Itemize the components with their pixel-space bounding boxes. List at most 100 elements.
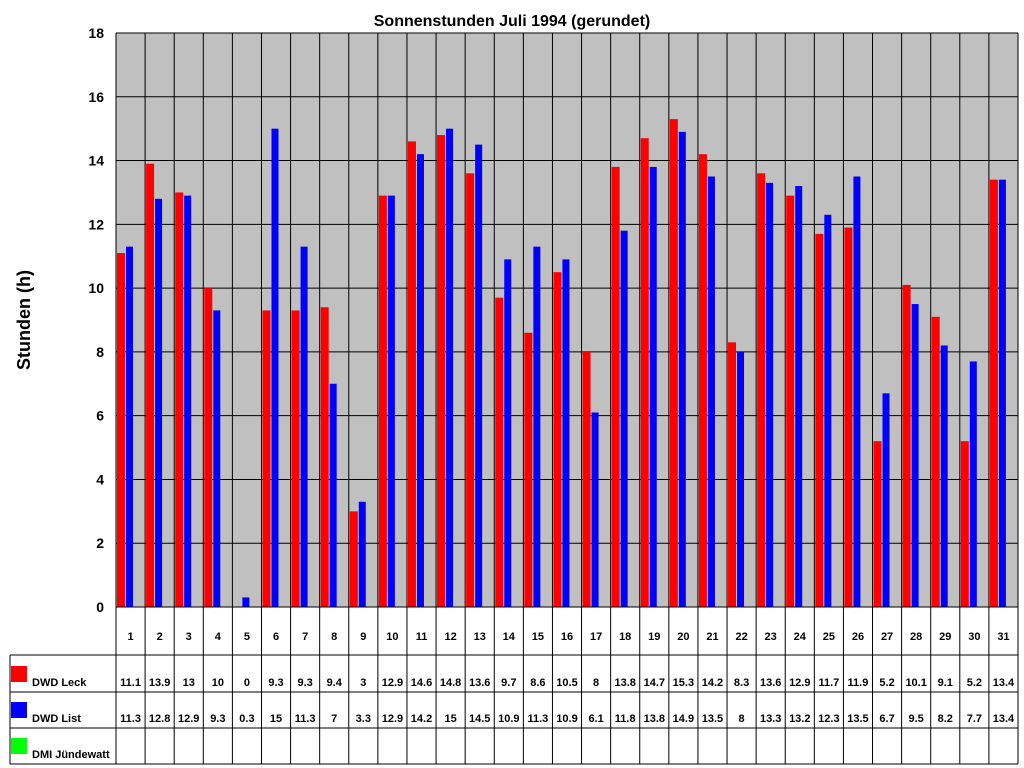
data-label: 8 — [739, 713, 745, 725]
data-label: 13.2 — [789, 713, 810, 725]
x-tick-label: 29 — [939, 631, 951, 643]
bar-dwd-leck — [146, 163, 155, 607]
legend-label: DWD List — [32, 713, 81, 725]
x-tick-label: 4 — [215, 631, 222, 643]
bar-dwd-leck — [437, 135, 446, 608]
bar-dwd-leck — [728, 342, 737, 607]
bar-dwd-leck — [117, 253, 125, 608]
x-tick-label: 21 — [706, 631, 718, 643]
data-label: 8 — [593, 677, 599, 689]
legend-label: DWD Leck — [32, 677, 87, 689]
data-label: 13.8 — [644, 713, 665, 725]
data-label: 13.3 — [760, 713, 781, 725]
data-label: 15 — [444, 713, 456, 725]
bar-dwd-list — [940, 345, 948, 607]
chart-title: Sonnenstunden Juli 1994 (gerundet) — [374, 13, 650, 30]
x-tick-label: 24 — [794, 631, 807, 643]
bar-dwd-list — [911, 304, 919, 607]
bar-dwd-leck — [320, 307, 329, 607]
data-label: 8.6 — [530, 677, 545, 689]
data-label: 14.7 — [644, 677, 665, 689]
data-label: 9.3 — [297, 677, 312, 689]
bar-dwd-leck — [786, 195, 795, 607]
data-label: 7 — [331, 713, 337, 725]
x-tick-label: 16 — [561, 631, 573, 643]
y-tick-label: 18 — [88, 25, 104, 41]
bar-dwd-leck — [960, 441, 969, 607]
bar-dwd-list — [533, 246, 541, 607]
bar-dwd-leck — [931, 316, 940, 607]
data-label: 13.8 — [614, 677, 635, 689]
data-label: 3 — [360, 677, 366, 689]
bar-dwd-list — [737, 351, 745, 607]
x-tick-label: 2 — [157, 631, 163, 643]
bar-dwd-list — [678, 131, 686, 607]
data-label: 11.3 — [295, 713, 316, 725]
bar-dwd-leck — [611, 166, 620, 607]
bar-dwd-leck — [582, 351, 591, 607]
y-axis-label: Stunden (h) — [14, 270, 34, 370]
data-label: 0 — [244, 677, 250, 689]
data-label: 13.5 — [702, 713, 723, 725]
bar-dwd-leck — [524, 332, 533, 607]
x-tick-label: 9 — [360, 631, 366, 643]
bar-dwd-leck — [640, 138, 649, 607]
bar-dwd-leck — [407, 141, 416, 607]
data-label: 14.2 — [702, 677, 723, 689]
bar-dwd-list — [300, 246, 308, 607]
bar-dwd-list — [795, 186, 803, 608]
data-label: 9.1 — [938, 677, 953, 689]
bar-dwd-leck — [669, 119, 678, 607]
data-label: 15.3 — [673, 677, 694, 689]
data-label: 11.3 — [527, 713, 548, 725]
bar-dwd-leck — [262, 310, 271, 607]
bar-dwd-list — [242, 597, 250, 607]
bar-dwd-list — [126, 246, 133, 607]
x-tick-label: 20 — [677, 631, 689, 643]
bar-dwd-list — [562, 259, 570, 607]
data-label: 14.2 — [411, 713, 432, 725]
bar-dwd-list — [271, 128, 279, 607]
bar-dwd-leck — [466, 173, 475, 608]
x-tick-label: 15 — [532, 631, 544, 643]
x-tick-label: 10 — [386, 631, 398, 643]
data-label: 11.8 — [615, 713, 636, 725]
bar-dwd-leck — [989, 179, 998, 607]
data-label: 6.1 — [588, 713, 603, 725]
bar-dwd-list — [766, 182, 774, 607]
x-tick-label: 17 — [590, 631, 602, 643]
x-tick-label: 30 — [968, 631, 980, 643]
x-tick-label: 7 — [302, 631, 308, 643]
data-label: 10.5 — [556, 677, 577, 689]
x-tick-label: 12 — [444, 631, 456, 643]
y-tick-label: 6 — [96, 408, 104, 424]
legend-label: DMI Jündewatt — [32, 749, 110, 761]
y-tick-label: 4 — [96, 471, 104, 487]
data-label: 8.2 — [938, 713, 953, 725]
x-tick-label: 23 — [765, 631, 777, 643]
x-tick-label: 14 — [503, 631, 516, 643]
bar-dwd-list — [969, 361, 977, 607]
data-label: 8.3 — [734, 677, 749, 689]
legend-key — [11, 666, 27, 682]
y-tick-label: 10 — [88, 280, 104, 296]
x-tick-label: 22 — [735, 631, 747, 643]
x-tick-label: 26 — [852, 631, 864, 643]
data-label: 9.3 — [210, 713, 225, 725]
bar-dwd-list — [649, 166, 657, 607]
data-label: 12.9 — [178, 713, 199, 725]
bar-dwd-leck — [378, 195, 387, 607]
data-label: 14.6 — [411, 677, 432, 689]
y-tick-label: 12 — [88, 216, 104, 232]
data-label: 15 — [270, 713, 282, 725]
x-tick-label: 31 — [997, 631, 1009, 643]
data-label: 13.4 — [993, 713, 1015, 725]
x-tick-label: 25 — [823, 631, 835, 643]
bar-dwd-leck — [204, 288, 213, 607]
data-label: 6.7 — [879, 713, 894, 725]
bar-dwd-list — [591, 412, 599, 607]
data-label: 11.1 — [120, 677, 141, 689]
y-tick-label: 0 — [96, 599, 104, 615]
bar-dwd-list — [620, 230, 628, 607]
